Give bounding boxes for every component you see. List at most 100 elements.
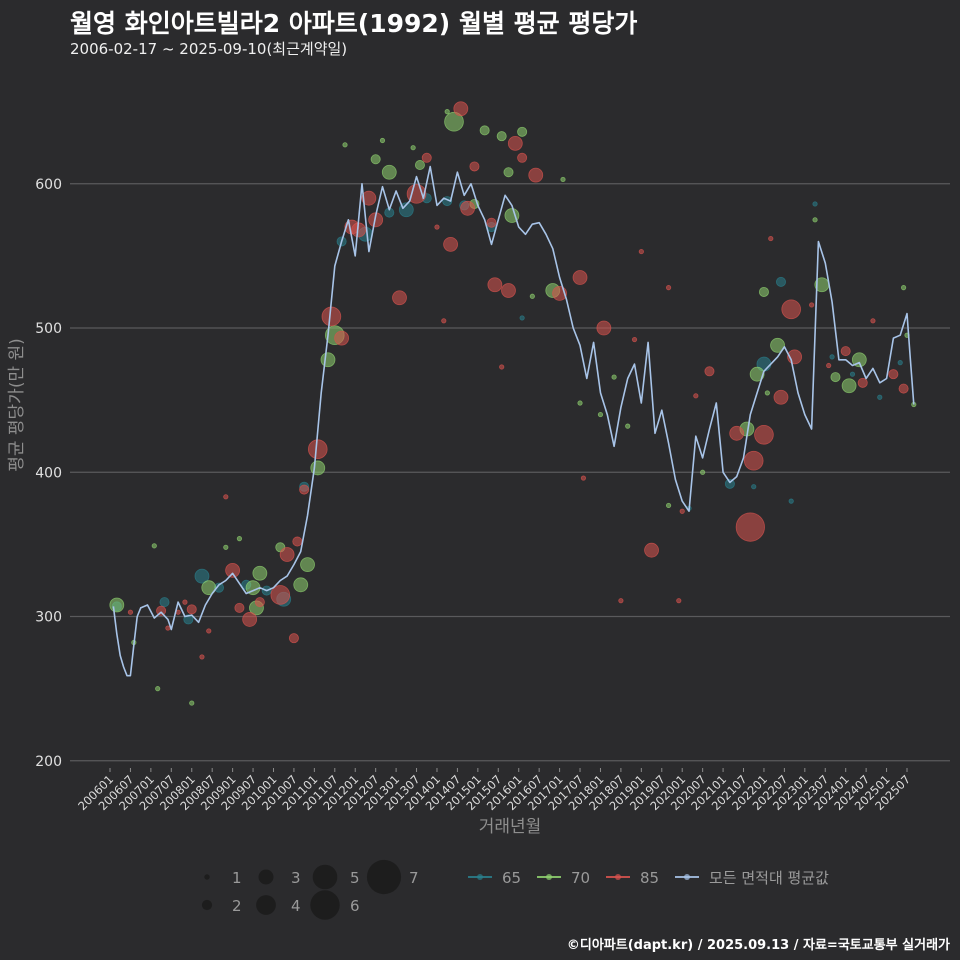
data-point-65 bbox=[183, 614, 194, 625]
size-legend-marker bbox=[201, 899, 213, 911]
data-point-85 bbox=[299, 484, 310, 495]
data-point-85 bbox=[679, 508, 685, 514]
series-legend-marker bbox=[684, 874, 690, 880]
size-legend-label: 7 bbox=[409, 869, 419, 887]
data-point-70 bbox=[770, 337, 785, 353]
data-point-70 bbox=[529, 293, 535, 299]
data-point-85 bbox=[840, 346, 851, 357]
chart-subtitle: 2006-02-17 ~ 2025-09-10(최근계약일) bbox=[70, 40, 348, 58]
data-point-70 bbox=[189, 700, 195, 706]
data-point-70 bbox=[293, 577, 309, 593]
series-legend-label: 70 bbox=[571, 869, 590, 887]
size-legend-marker bbox=[204, 874, 210, 880]
y-axis-label: 평균 평당가(만 원) bbox=[7, 338, 27, 472]
data-point-85 bbox=[693, 393, 699, 399]
average-line-group bbox=[112, 165, 915, 677]
series-legend-marker bbox=[615, 874, 621, 880]
size-legend: 1 2 3 4 5 6 7 bbox=[201, 859, 419, 920]
data-point-85 bbox=[507, 135, 523, 151]
data-point-85 bbox=[288, 633, 299, 644]
data-point-65 bbox=[159, 597, 170, 608]
data-point-85 bbox=[270, 585, 291, 605]
data-point-85 bbox=[528, 167, 544, 183]
data-point-85 bbox=[888, 369, 899, 380]
data-point-85 bbox=[361, 190, 377, 206]
data-point-85 bbox=[631, 336, 638, 343]
data-point-70 bbox=[151, 543, 157, 549]
data-point-85 bbox=[469, 161, 480, 172]
data-point-85 bbox=[156, 605, 167, 616]
data-point-70 bbox=[479, 125, 490, 136]
data-point-70 bbox=[444, 109, 450, 115]
size-legend-marker bbox=[310, 890, 340, 920]
x-axis: 2006012006072007012007072008012008072009… bbox=[75, 768, 913, 813]
size-legend-label: 1 bbox=[232, 869, 242, 887]
data-point-65 bbox=[877, 394, 883, 400]
size-legend-label: 6 bbox=[350, 897, 360, 915]
size-legend-label: 4 bbox=[291, 897, 301, 915]
data-point-70 bbox=[300, 557, 315, 572]
data-point-70 bbox=[496, 131, 507, 142]
data-point-85 bbox=[307, 439, 328, 459]
data-point-65 bbox=[519, 315, 525, 321]
data-point-70 bbox=[611, 374, 617, 380]
data-point-85 bbox=[242, 612, 258, 627]
data-point-65 bbox=[849, 371, 856, 377]
y-tick-label: 500 bbox=[35, 321, 62, 337]
data-point-85 bbox=[638, 248, 644, 255]
data-point-85 bbox=[321, 306, 342, 327]
data-point-85 bbox=[165, 625, 171, 631]
x-axis-label: 거래년월 bbox=[479, 817, 542, 837]
data-point-70 bbox=[379, 137, 386, 144]
data-point-65 bbox=[812, 201, 818, 207]
series-legend-label: 85 bbox=[640, 869, 659, 887]
data-point-85 bbox=[279, 547, 295, 562]
data-point-70 bbox=[900, 285, 907, 291]
data-point-70 bbox=[700, 469, 706, 475]
y-tick-label: 300 bbox=[35, 610, 62, 626]
data-point-70 bbox=[841, 378, 857, 394]
data-point-70 bbox=[320, 352, 336, 368]
data-point-65 bbox=[194, 568, 210, 584]
size-legend-label: 3 bbox=[291, 869, 301, 887]
data-point-85 bbox=[596, 320, 612, 336]
data-point-85 bbox=[392, 290, 407, 306]
size-legend-label: 2 bbox=[232, 897, 242, 915]
data-point-85 bbox=[870, 318, 876, 324]
data-point-65 bbox=[724, 478, 735, 489]
data-point-70 bbox=[812, 217, 818, 223]
data-point-85 bbox=[572, 270, 588, 285]
data-point-85 bbox=[223, 494, 229, 500]
data-point-70 bbox=[517, 126, 528, 137]
data-point-70 bbox=[560, 176, 566, 183]
data-point-70 bbox=[597, 411, 604, 418]
data-point-70 bbox=[577, 400, 583, 406]
data-point-70 bbox=[749, 366, 765, 382]
size-legend-marker bbox=[256, 895, 276, 915]
data-point-85 bbox=[729, 425, 745, 441]
series-legend-label: 모든 면적대 평균값 bbox=[709, 869, 829, 887]
data-point-65 bbox=[751, 484, 757, 490]
data-point-85 bbox=[460, 200, 476, 216]
data-point-85 bbox=[182, 599, 188, 605]
y-tick-label: 400 bbox=[35, 465, 62, 481]
data-point-85 bbox=[618, 598, 624, 604]
data-point-70 bbox=[410, 145, 416, 151]
data-point-85 bbox=[453, 101, 469, 117]
data-point-70 bbox=[503, 167, 514, 178]
data-point-70 bbox=[381, 164, 397, 180]
data-point-85 bbox=[781, 299, 801, 320]
data-point-85 bbox=[898, 383, 909, 394]
data-point-65 bbox=[775, 276, 786, 287]
series-legend-label: 65 bbox=[502, 869, 521, 887]
data-point-70 bbox=[764, 390, 770, 396]
data-point-85 bbox=[225, 562, 241, 578]
data-point-70 bbox=[155, 686, 161, 692]
data-point-70 bbox=[830, 372, 841, 383]
grid-lines bbox=[70, 183, 950, 762]
data-point-85 bbox=[486, 217, 497, 228]
series-legend-marker bbox=[546, 874, 552, 880]
data-point-85 bbox=[676, 598, 682, 604]
data-point-70 bbox=[444, 111, 464, 132]
data-point-70 bbox=[665, 502, 672, 509]
